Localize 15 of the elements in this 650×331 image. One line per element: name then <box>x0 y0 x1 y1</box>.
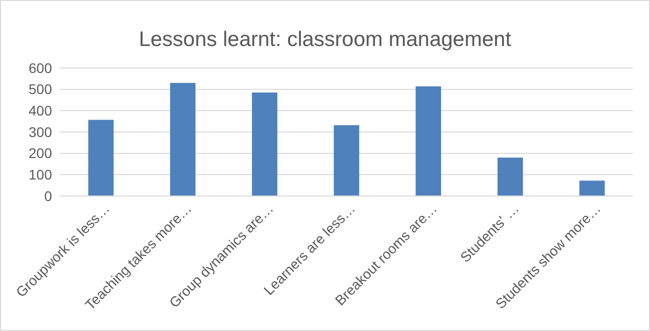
y-tick-label: 0 <box>44 188 52 204</box>
bar <box>252 92 278 196</box>
bar <box>334 125 360 196</box>
y-tick-label: 100 <box>28 166 52 183</box>
y-tick-label: 200 <box>28 145 52 162</box>
bar <box>170 82 196 196</box>
bar <box>579 180 605 196</box>
chart-title: Lessons learnt: classroom management <box>138 28 512 51</box>
bar <box>88 120 114 196</box>
bar <box>498 158 523 196</box>
y-tick-label: 300 <box>28 124 52 140</box>
bar <box>416 86 442 196</box>
y-tick-label: 400 <box>28 102 52 119</box>
y-tick-label: 500 <box>28 81 52 98</box>
y-tick-label: 600 <box>28 60 52 76</box>
